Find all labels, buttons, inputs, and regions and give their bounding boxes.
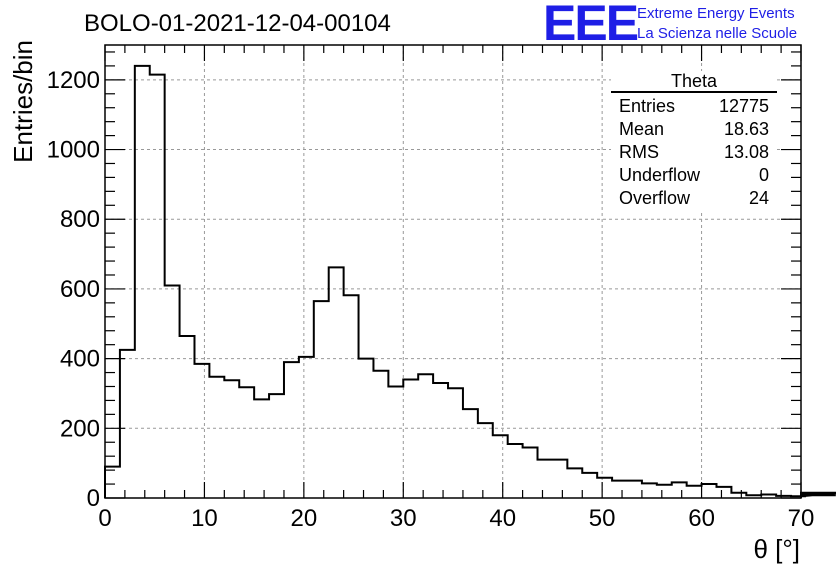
stats-label: Overflow xyxy=(619,188,691,208)
stats-label: Underflow xyxy=(619,165,701,185)
eee-logo: EEE xyxy=(543,0,639,51)
axis-ticks xyxy=(104,45,802,499)
stats-row-overflow: Overflow 24 xyxy=(611,187,777,210)
logo-caption: Extreme Energy Events La Scienza nelle S… xyxy=(637,4,797,44)
stats-value: 18.63 xyxy=(723,119,769,139)
y-tick-label: 0 xyxy=(87,485,100,512)
y-tick-label: 1200 xyxy=(47,67,100,94)
x-tick-label: 20 xyxy=(291,505,318,532)
x-tick-label: 0 xyxy=(98,505,111,532)
stats-row-mean: Mean 18.63 xyxy=(611,118,777,141)
stats-row-rms: RMS 13.08 xyxy=(611,141,777,164)
y-tick-label: 400 xyxy=(60,346,100,373)
logo-caption-line1: Extreme Energy Events xyxy=(637,5,795,22)
stats-label: Entries xyxy=(619,96,676,116)
stats-value: 0 xyxy=(758,165,769,185)
y-tick-labels: 0 200 400 600 800 1000 1200 xyxy=(47,67,100,512)
x-tick-label: 50 xyxy=(589,505,616,532)
plot-frame xyxy=(104,44,802,499)
x-axis-label: θ [°] xyxy=(753,534,800,564)
stats-value: 24 xyxy=(748,188,769,208)
logo-caption-line2: La Scienza nelle Scuole xyxy=(637,25,798,42)
x-tick-label: 30 xyxy=(390,505,417,532)
stats-label: Mean xyxy=(619,119,665,139)
stats-value: 13.08 xyxy=(723,142,769,162)
y-tick-label: 200 xyxy=(60,415,100,442)
x-tick-label: 40 xyxy=(489,505,516,532)
stats-box: Theta Entries 12775 Mean 18.63 RMS 13.08… xyxy=(611,71,777,210)
stats-label: RMS xyxy=(619,142,659,162)
x-tick-label: 10 xyxy=(191,505,218,532)
histogram-line xyxy=(104,64,836,498)
stats-value: 12775 xyxy=(718,96,769,116)
stats-title: Theta xyxy=(611,71,777,93)
y-tick-label: 800 xyxy=(60,206,100,233)
y-axis-label: Entries/bin xyxy=(8,40,38,163)
stats-row-underflow: Underflow 0 xyxy=(611,164,777,187)
chart-title: BOLO-01-2021-12-04-00104 xyxy=(84,10,391,37)
x-tick-labels: 0 10 20 30 40 50 60 70 xyxy=(98,505,814,532)
grid-lines xyxy=(105,45,801,498)
y-tick-label: 600 xyxy=(60,276,100,303)
stats-row-entries: Entries 12775 xyxy=(611,95,777,118)
x-tick-label: 70 xyxy=(788,505,815,532)
x-tick-label: 60 xyxy=(688,505,715,532)
y-tick-label: 1000 xyxy=(47,137,100,164)
